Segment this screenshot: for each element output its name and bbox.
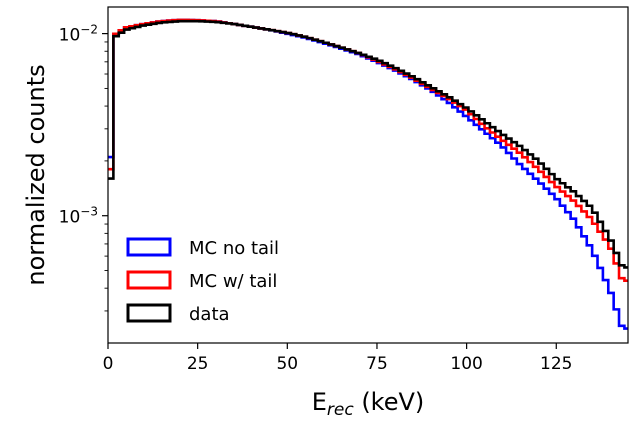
x-tick-label: 0 bbox=[103, 354, 114, 374]
x-tick-label: 75 bbox=[366, 354, 388, 374]
legend-label-mc-no-tail: MC no tail bbox=[189, 238, 279, 259]
legend-swatch-mc-no-tail bbox=[126, 237, 172, 257]
series-layer bbox=[108, 18, 628, 330]
y-tick-label: 10−3 bbox=[59, 205, 98, 228]
legend-swatch-mc-w-tail bbox=[126, 270, 172, 290]
legend: MC no tail MC w/ tail data bbox=[126, 237, 279, 325]
x-axis-label-sub: rec bbox=[327, 400, 354, 417]
x-tick-label: 25 bbox=[187, 354, 209, 374]
legend-label-data: data bbox=[189, 304, 230, 325]
x-axis-label-unit: (keV) bbox=[354, 388, 425, 416]
y-tick-label: 10−2 bbox=[59, 23, 98, 46]
legend-label-mc-w-tail: MC w/ tail bbox=[189, 271, 277, 292]
legend-swatch-data bbox=[126, 303, 172, 323]
x-tick-label: 50 bbox=[276, 354, 298, 374]
x-axis-label-main: E bbox=[312, 388, 327, 416]
plot-frame bbox=[107, 6, 629, 344]
y-axis-label: normalized counts bbox=[22, 64, 50, 285]
series-line-data bbox=[108, 19, 628, 269]
x-tick-label: 125 bbox=[540, 354, 572, 374]
x-tick-label: 100 bbox=[450, 354, 482, 374]
ticks-layer: 0 25 50 75 100 125 10−2 10−3 bbox=[59, 23, 573, 374]
x-axis-label: Erec (keV) bbox=[312, 388, 425, 417]
